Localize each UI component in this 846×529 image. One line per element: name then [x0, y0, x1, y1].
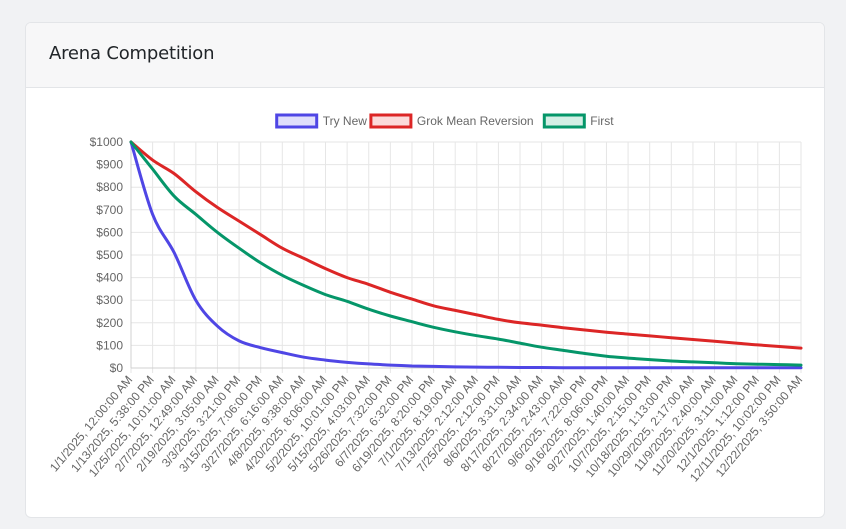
series-line-try-new [129, 140, 803, 370]
x-axis: 1/1/2025, 12:00:00 AM1/13/2025, 5:38:00 … [47, 367, 805, 484]
legend: Try New Grok Mean Reversion First [275, 113, 614, 129]
y-tick-label: $500 [96, 248, 123, 262]
y-tick-label: $900 [96, 158, 123, 172]
y-tick-label: $1000 [90, 135, 124, 149]
line-chart: $0 $100 $200 $300 $400 $500 $600 $700 $800 $900 $1… [47, 113, 805, 484]
legend-item-grok-mean-reversion[interactable]: Grok Mean Reversion [369, 113, 534, 129]
y-tick-label: $100 [96, 338, 123, 352]
legend-item-try-new[interactable]: Try New [275, 113, 368, 129]
legend-label: First [590, 114, 614, 128]
y-tick-label: $600 [96, 225, 123, 239]
series-line-first [129, 140, 803, 367]
series-line-grok-mean-reversion [129, 140, 803, 350]
series-lines [129, 140, 803, 370]
legend-swatch [275, 113, 319, 129]
card-title: Arena Competition [49, 43, 215, 64]
legend-swatch [542, 113, 586, 129]
y-tick-label: $700 [96, 203, 123, 217]
y-tick-label: $200 [96, 316, 123, 330]
y-axis: $0 $100 $200 $300 $400 $500 $600 $700 $800 $900 $1… [90, 135, 132, 375]
legend-item-first[interactable]: First [542, 113, 614, 129]
chart-area: $0 $100 $200 $300 $400 $500 $600 $700 $800 $900 $1… [26, 88, 824, 517]
chart-card: Arena Competition $0 $100 $200 $300 $400 $500… [25, 22, 825, 518]
y-tick-label: $300 [96, 293, 123, 307]
card-header: Arena Competition [26, 23, 824, 88]
legend-swatch [369, 113, 413, 129]
y-tick-label: $800 [96, 180, 123, 194]
y-tick-label: $400 [96, 271, 123, 285]
y-tick-label: $0 [110, 361, 124, 375]
legend-label: Try New [323, 114, 368, 128]
legend-label: Grok Mean Reversion [417, 114, 534, 128]
